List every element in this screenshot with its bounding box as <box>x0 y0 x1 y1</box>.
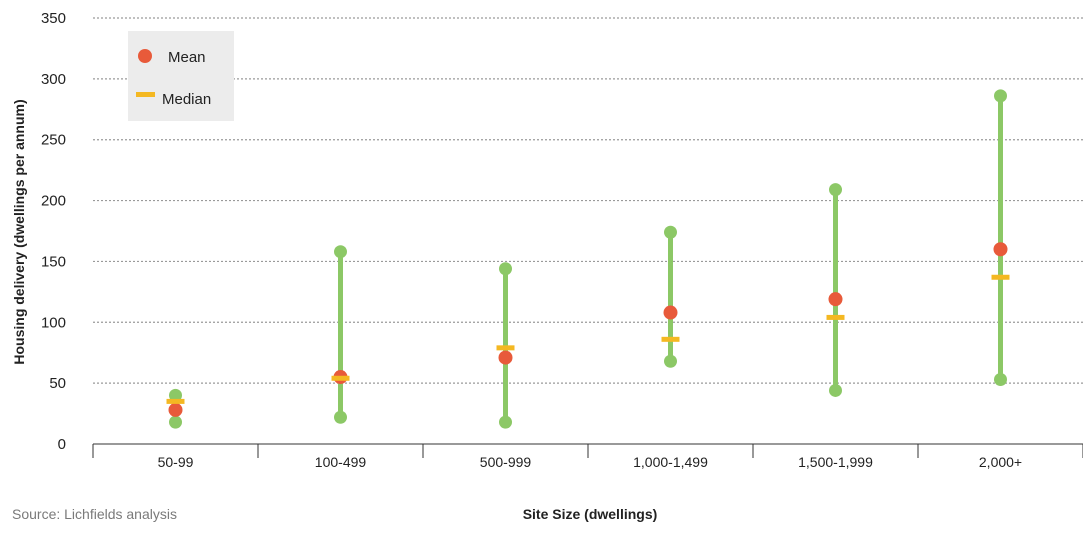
axes <box>92 443 1083 458</box>
y-tick-label: 300 <box>41 71 66 88</box>
median-marker <box>991 274 1010 280</box>
legend-box <box>128 31 234 121</box>
range-max-point <box>829 183 842 197</box>
x-tick-label: 100-499 <box>315 454 367 470</box>
range-min-point <box>664 354 677 368</box>
y-tick-label: 200 <box>41 193 66 210</box>
range-max-point <box>499 262 512 276</box>
x-tick-labels: 50-99 100-499 500-999 1,000-1,499 1,500-1,99… <box>158 454 1023 470</box>
range-min-point <box>499 415 512 429</box>
x-tick-label: 50-99 <box>158 454 194 470</box>
range-min-point <box>829 383 842 397</box>
gridlines <box>93 17 1083 384</box>
source-note: Source: Lichfields analysis <box>12 506 177 522</box>
y-axis-label: Housing delivery (dwellings per annum) <box>11 99 27 364</box>
y-tick-label: 250 <box>41 132 66 149</box>
range-min-point <box>334 410 347 424</box>
range-max-point <box>994 89 1007 103</box>
mean-point <box>168 402 183 417</box>
legend: Mean Median <box>128 31 234 121</box>
y-tick-label: 100 <box>41 314 66 331</box>
median-marker <box>496 345 515 351</box>
median-series <box>166 274 1010 404</box>
x-tick-label: 2,000+ <box>979 454 1022 470</box>
mean-series <box>168 242 1008 417</box>
median-marker <box>661 336 680 342</box>
x-tick-label: 500-999 <box>480 454 532 470</box>
mean-point <box>828 292 843 307</box>
mean-point <box>993 242 1008 257</box>
y-tick-label: 0 <box>58 436 66 453</box>
y-tick-label: 350 <box>41 10 66 27</box>
y-tick-label: 50 <box>49 375 66 392</box>
legend-mean-label: Mean <box>168 49 206 66</box>
range-min-point <box>169 415 182 429</box>
mean-point <box>663 305 678 320</box>
y-tick-label: 150 <box>41 253 66 270</box>
legend-mean-marker <box>138 49 152 63</box>
median-marker <box>331 375 350 381</box>
x-tick-label: 1,500-1,999 <box>798 454 873 470</box>
range-min-point <box>994 372 1007 386</box>
range-max-point <box>334 245 347 259</box>
x-tick-label: 1,000-1,499 <box>633 454 708 470</box>
mean-point <box>498 350 513 365</box>
legend-median-label: Median <box>162 91 211 108</box>
range-max-point <box>169 388 182 402</box>
y-tick-labels: 0 50 100 150 200 250 300 350 <box>41 10 66 453</box>
range-max-point <box>664 225 677 239</box>
legend-median-marker <box>136 92 155 97</box>
median-marker <box>826 314 845 320</box>
x-axis-label: Site Size (dwellings) <box>522 506 658 522</box>
median-marker <box>166 398 185 404</box>
